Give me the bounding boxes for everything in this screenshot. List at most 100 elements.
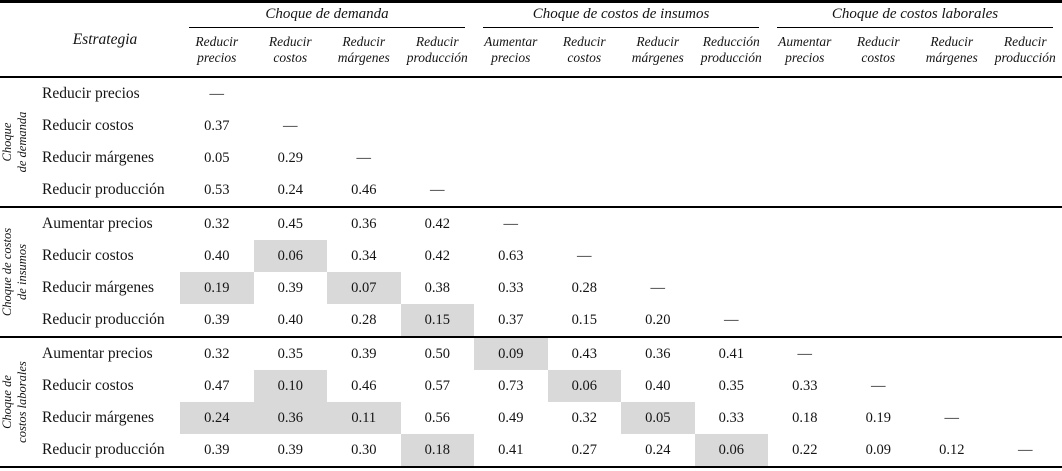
- row-group-label-text: Choque de costos de insumos: [0, 228, 29, 317]
- value-cell: [695, 110, 769, 142]
- value-cell: [621, 240, 695, 272]
- value-cell: 0.33: [718, 409, 744, 426]
- value-cell: 0.30: [351, 441, 377, 458]
- value-cell: 0.37: [204, 117, 230, 134]
- col-header: Aumentar precios: [778, 33, 832, 66]
- value-cell: [327, 77, 401, 110]
- value-cell: [915, 370, 989, 402]
- row-group: Choque de demanda Reducir precios — Reducir …: [0, 77, 1062, 207]
- value-cell: —: [503, 215, 519, 232]
- value-cell: 0.39: [277, 279, 303, 296]
- value-cell: 0.39: [204, 441, 230, 458]
- value-cell: [842, 207, 916, 240]
- value-cell: 0.24: [277, 181, 303, 198]
- value-cell: 0.37: [498, 311, 524, 328]
- table-row: Reducir costos 0.47 0.10 0.46 0.57 0.73 0.06 0.…: [0, 370, 1062, 403]
- value-cell: [989, 402, 1062, 434]
- row-label: Reducir precios: [42, 85, 140, 103]
- value-cell: 0.15: [571, 311, 597, 328]
- value-cell: 0.35: [277, 345, 303, 362]
- value-cell: 0.18: [792, 409, 818, 426]
- value-cell: 0.50: [424, 345, 450, 362]
- col-header: Reducir márgenes: [337, 33, 390, 66]
- value-cell: [989, 272, 1062, 304]
- value-cell: [915, 207, 989, 240]
- value-cell: [989, 174, 1062, 207]
- value-cell: [621, 207, 695, 240]
- value-cell: [695, 207, 769, 240]
- value-cell: 0.39: [351, 345, 377, 362]
- col-header: Reducir precios: [195, 33, 239, 66]
- value-cell: 0.22: [792, 441, 818, 458]
- value-cell: 0.39: [277, 441, 303, 458]
- value-cell: [915, 240, 989, 272]
- col-header: Reducir producción: [406, 33, 468, 66]
- value-cell: 0.53: [204, 181, 230, 198]
- row-group-label-text: Choque de demanda: [0, 111, 29, 173]
- value-cell-highlighted: 0.06: [253, 240, 327, 273]
- value-cell: 0.57: [424, 377, 450, 394]
- value-cell: 0.32: [571, 409, 597, 426]
- table-row: Choque de costos de insumos Aumentar preci…: [0, 207, 1062, 316]
- value-cell: [842, 337, 916, 370]
- value-cell: [768, 304, 842, 337]
- value-cell: [695, 174, 769, 207]
- value-cell: [548, 174, 622, 207]
- value-cell-highlighted: 0.05: [621, 402, 695, 435]
- value-cell: —: [577, 247, 592, 264]
- value-cell: [768, 142, 842, 174]
- value-cell: 0.28: [571, 279, 597, 296]
- value-cell: 0.36: [645, 345, 671, 362]
- row-label: Reducir costos: [42, 117, 134, 135]
- value-cell: [989, 207, 1062, 240]
- value-cell-highlighted: 0.06: [547, 370, 621, 403]
- value-cell: 0.46: [351, 377, 377, 394]
- table-row: Reducir márgenes 0.24 0.36 0.11 0.56 0.49 0.32…: [0, 402, 1062, 435]
- value-cell: 0.33: [792, 377, 818, 394]
- table-row: Reducir costos 0.40 0.06 0.34 0.42 0.63 —: [0, 240, 1062, 273]
- value-cell: —: [1018, 441, 1033, 458]
- value-cell: 0.73: [498, 377, 524, 394]
- value-cell: 0.46: [351, 181, 377, 198]
- table-row: Reducir producción 0.53 0.24 0.46 —: [0, 174, 1062, 207]
- value-cell: [327, 110, 401, 142]
- table-header: Estrategia Choque de demanda Choque de c…: [0, 2, 1062, 78]
- value-cell: [989, 110, 1062, 142]
- value-cell: [915, 142, 989, 174]
- value-cell: 0.29: [277, 149, 303, 166]
- value-cell-highlighted: 0.06: [694, 434, 769, 468]
- table-row: Reducir producción 0.39 0.40 0.28 0.15 0.37 0.…: [0, 304, 1062, 338]
- value-cell: [548, 77, 622, 110]
- strategy-header-label: Estrategia: [72, 30, 138, 48]
- value-cell: [842, 77, 916, 110]
- value-cell: [474, 174, 548, 207]
- col-group-costos-insumos: Choque de costos de insumos: [474, 2, 768, 28]
- value-cell: [768, 272, 842, 304]
- value-cell: 0.09: [865, 441, 891, 458]
- value-cell: 0.39: [204, 311, 230, 328]
- value-cell: —: [283, 117, 298, 134]
- value-cell: 0.12: [939, 441, 965, 458]
- col-header: Aumentar precios: [484, 33, 538, 66]
- value-cell: 0.47: [204, 377, 230, 394]
- value-cell: [474, 142, 548, 174]
- value-cell: 0.43: [571, 345, 597, 362]
- row-group-label: Choque de costos de insumos: [0, 207, 30, 337]
- value-cell: 0.19: [865, 409, 891, 426]
- col-group-demanda: Choque de demanda: [180, 2, 474, 28]
- value-cell: [548, 110, 622, 142]
- value-cell: 0.40: [645, 377, 671, 394]
- value-cell-highlighted: 0.07: [327, 272, 401, 305]
- value-cell: [915, 110, 989, 142]
- value-cell: 0.32: [204, 345, 230, 362]
- value-cell: 0.49: [498, 409, 524, 426]
- value-cell: [474, 77, 548, 110]
- value-cell: [401, 142, 475, 174]
- value-cell: [768, 240, 842, 272]
- value-cell: —: [209, 85, 225, 102]
- value-cell: [915, 77, 989, 110]
- value-cell: [621, 174, 695, 207]
- value-cell: [401, 77, 475, 110]
- value-cell: 0.42: [424, 215, 450, 232]
